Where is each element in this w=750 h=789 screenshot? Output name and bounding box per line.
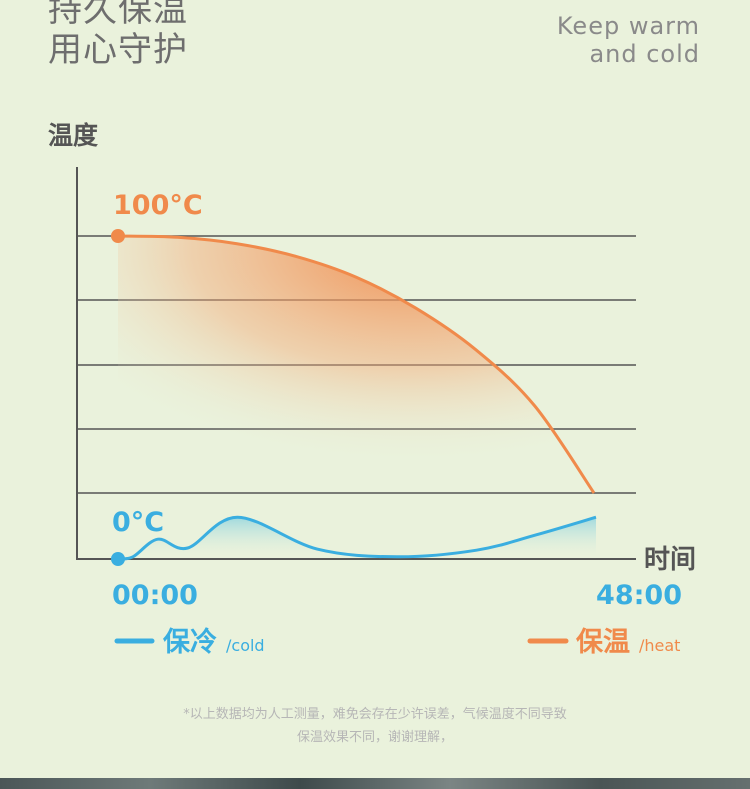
headline: 持久保温 用心守护 bbox=[48, 0, 188, 70]
cold-start-point bbox=[111, 552, 125, 566]
disclaimer-line-1: *以上数据均为人工测量，难免会存在少许误差，气候温度不同导致 bbox=[183, 707, 567, 722]
heat-start-label: 100°C bbox=[113, 190, 203, 221]
legend-heat-suffix: /heat bbox=[639, 636, 680, 655]
series-line-heat bbox=[117, 234, 596, 494]
heat-start-point bbox=[111, 229, 125, 243]
headline-line-2: 用心守护 bbox=[48, 30, 188, 70]
cold-start-label: 0°C bbox=[112, 507, 164, 538]
x-axis-title: 时间 bbox=[644, 545, 696, 575]
x-tick-label-end: 48:00 bbox=[596, 580, 682, 611]
headline-line-1: 持久保温 bbox=[48, 0, 188, 30]
temperature-chart: 100°C 0°C 时间 00:00 48:00 保冷 /cold 保温 /he… bbox=[76, 167, 696, 658]
bottom-photo-strip bbox=[0, 778, 750, 789]
disclaimer-line-2: 保温效果不同，谢谢理解， bbox=[296, 730, 453, 745]
legend-cold-name: 保冷 bbox=[162, 627, 217, 658]
heat-area bbox=[118, 236, 594, 493]
legend: 保冷 /cold 保温 /heat bbox=[114, 627, 680, 658]
y-axis-title: 温度 bbox=[48, 121, 99, 150]
legend-cold-suffix: /cold bbox=[226, 636, 265, 655]
tagline-line-2: and cold bbox=[589, 40, 700, 68]
tagline-line-1: Keep warm bbox=[556, 12, 700, 40]
cold-area bbox=[118, 517, 596, 560]
series-line-cold bbox=[117, 515, 597, 561]
legend-heat-name: 保温 bbox=[575, 627, 630, 658]
x-tick-label-start: 00:00 bbox=[112, 580, 198, 611]
disclaimer-note: *以上数据均为人工测量，难免会存在少许误差，气候温度不同导致 保温效果不同，谢谢… bbox=[0, 703, 750, 749]
tagline: Keep warm and cold bbox=[557, 12, 700, 68]
